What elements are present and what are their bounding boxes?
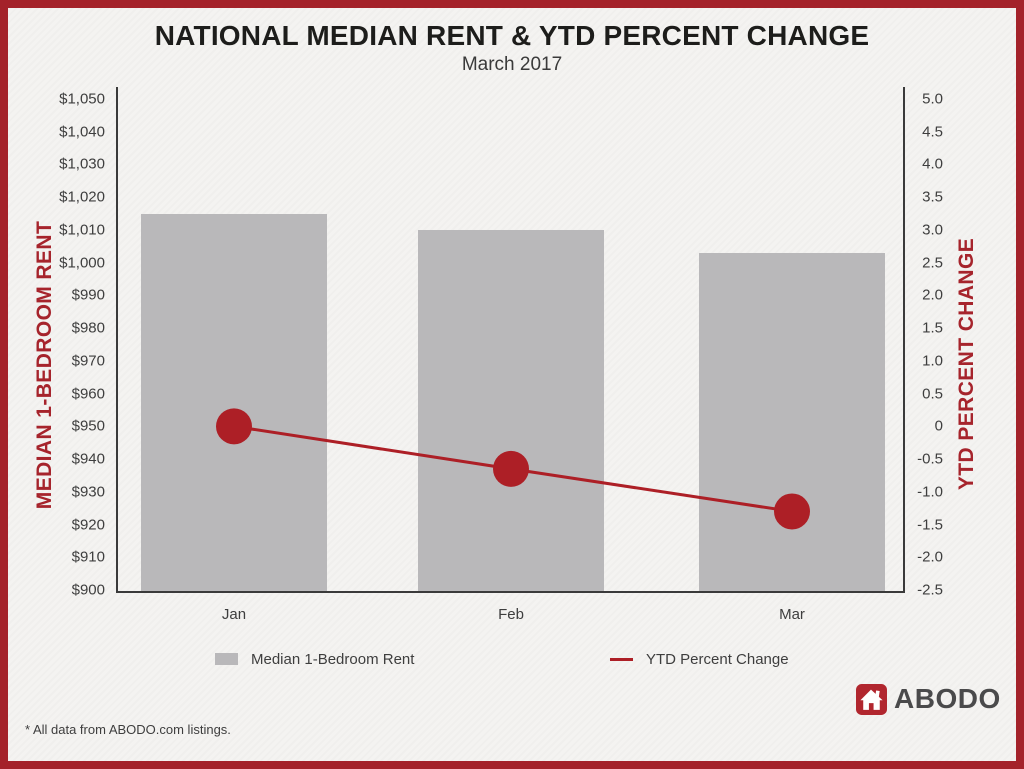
- right-axis-tick-label: 5.0: [922, 90, 943, 108]
- x-axis-label-feb: Feb: [498, 606, 524, 623]
- right-axis-title: YTD PERCENT CHANGE: [955, 237, 978, 491]
- footnote: * All data from ABODO.com listings.: [25, 722, 231, 737]
- abodo-house-icon: [856, 683, 887, 715]
- right-axis-tick-label: 2.0: [922, 286, 943, 304]
- abodo-logo-text: ABODO: [894, 683, 1001, 714]
- left-axis-tick-label: $1,030: [59, 155, 105, 173]
- right-axis-tick-label: -1.0: [917, 483, 943, 501]
- left-axis-line: [116, 87, 118, 593]
- right-axis-tick-label: -1.5: [917, 516, 943, 534]
- legend-item-median-rent: Median 1-Bedroom Rent: [215, 649, 414, 669]
- left-axis-tick-label: $1,010: [59, 221, 105, 239]
- left-axis-tick-label: $1,000: [59, 254, 105, 272]
- line-legend-swatch: [610, 657, 633, 661]
- bar-legend-swatch: [215, 653, 238, 665]
- left-axis-tick-label: $950: [71, 417, 105, 435]
- right-axis-line: [903, 87, 905, 593]
- bar-mar: [699, 252, 885, 591]
- left-axis-tick-label: $940: [71, 450, 105, 468]
- left-axis-tick-label: $930: [71, 483, 105, 501]
- right-axis-tick-label: 3.0: [922, 221, 943, 239]
- x-axis-label-jan: Jan: [221, 606, 247, 623]
- left-axis-tick-label: $970: [71, 352, 105, 370]
- bar-feb: [418, 229, 604, 591]
- right-axis-tick-label: 2.5: [922, 254, 943, 272]
- left-axis-tick-label: $990: [71, 286, 105, 304]
- chart-subtitle: March 2017: [461, 54, 563, 75]
- right-axis-tick-label: 4.5: [922, 123, 943, 141]
- right-axis-tick-label: 3.5: [922, 188, 943, 206]
- legend-item-ytd-change: YTD Percent Change: [610, 649, 789, 669]
- right-axis-tick-label: 1.0: [922, 352, 943, 370]
- x-axis-label-mar: Mar: [779, 606, 805, 623]
- left-axis-tick-label: $1,020: [59, 188, 105, 206]
- abodo-logo: ABODO: [856, 683, 1001, 715]
- left-axis-tick-label: $910: [71, 548, 105, 566]
- right-axis-tick-label: -2.0: [917, 548, 943, 566]
- right-axis-tick-label: 0.5: [922, 385, 943, 403]
- left-axis-tick-label: $980: [71, 319, 105, 337]
- left-axis-title: MEDIAN 1-BEDROOM RENT: [33, 220, 56, 510]
- left-axis-tick-label: $1,040: [59, 123, 105, 141]
- chart-title: NATIONAL MEDIAN RENT & YTD PERCENT CHANG…: [154, 20, 870, 51]
- bar-jan: [141, 213, 327, 591]
- right-axis-tick-label: 4.0: [922, 155, 943, 173]
- legend-label: Median 1-Bedroom Rent: [251, 650, 415, 668]
- right-axis-tick-label: 1.5: [922, 319, 943, 337]
- left-axis-tick-label: $920: [71, 516, 105, 534]
- right-axis-tick-label: -0.5: [917, 450, 943, 468]
- x-axis-line: [116, 591, 905, 593]
- left-axis-tick-label: $900: [71, 581, 105, 599]
- right-axis-tick-label: -2.5: [917, 581, 943, 599]
- legend-label: YTD Percent Change: [646, 650, 789, 668]
- left-axis-tick-label: $1,050: [59, 90, 105, 108]
- right-axis-tick-label: 0: [934, 417, 943, 435]
- left-axis-tick-label: $960: [71, 385, 105, 403]
